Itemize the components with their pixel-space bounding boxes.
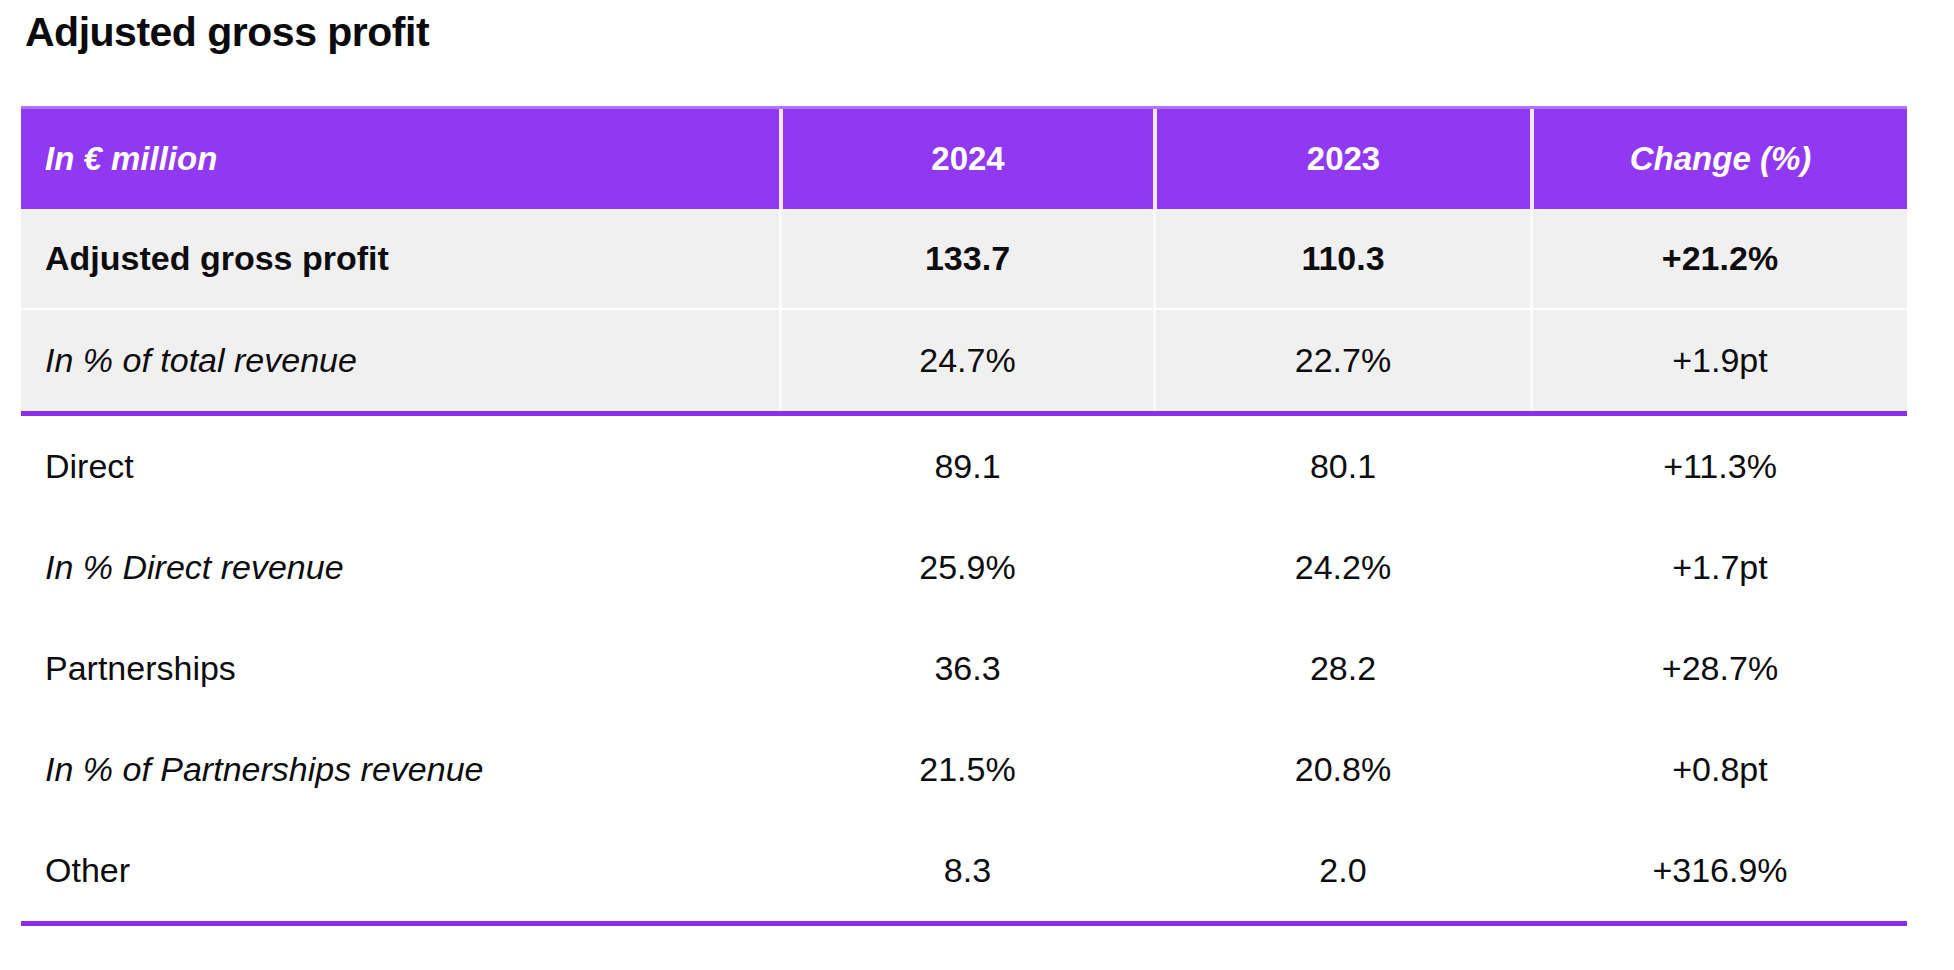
- page-title: Adjusted gross profit: [25, 8, 1954, 57]
- financial-table: In € million 2024 2023 Change (%) Adjust…: [21, 106, 1907, 926]
- row-label: Direct: [21, 416, 779, 517]
- cell-2024: 21.5%: [779, 719, 1153, 820]
- table-row: In % of total revenue 24.7% 22.7% +1.9pt: [21, 310, 1907, 411]
- table-row: Other 8.3 2.0 +316.9%: [21, 820, 1907, 921]
- table-row: Partnerships 36.3 28.2 +28.7%: [21, 618, 1907, 719]
- report-page: Adjusted gross profit In € million 2024 …: [0, 0, 1954, 926]
- column-header-unit: In € million: [21, 109, 779, 209]
- row-label: Other: [21, 820, 779, 921]
- table-row: In % of Partnerships revenue 21.5% 20.8%…: [21, 719, 1907, 820]
- cell-change: +316.9%: [1530, 820, 1907, 921]
- cell-2024: 25.9%: [779, 517, 1153, 618]
- cell-2024: 133.7: [779, 209, 1153, 308]
- cell-change: +1.9pt: [1530, 310, 1907, 411]
- table-row: Adjusted gross profit 133.7 110.3 +21.2%: [21, 209, 1907, 310]
- column-header-change: Change (%): [1530, 109, 1907, 209]
- cell-2023: 22.7%: [1153, 310, 1530, 411]
- row-label: In % Direct revenue: [21, 517, 779, 618]
- row-label: Partnerships: [21, 618, 779, 719]
- cell-change: +0.8pt: [1530, 719, 1907, 820]
- cell-2023: 80.1: [1153, 416, 1530, 517]
- cell-2023: 2.0: [1153, 820, 1530, 921]
- cell-change: +1.7pt: [1530, 517, 1907, 618]
- row-label: In % of Partnerships revenue: [21, 719, 779, 820]
- cell-change: +28.7%: [1530, 618, 1907, 719]
- table-header-row: In € million 2024 2023 Change (%): [21, 106, 1907, 209]
- cell-2024: 36.3: [779, 618, 1153, 719]
- row-label: Adjusted gross profit: [21, 209, 779, 308]
- column-header-2023: 2023: [1153, 109, 1530, 209]
- row-label: In % of total revenue: [21, 310, 779, 411]
- purple-bottom-rule: [21, 921, 1907, 926]
- cell-2024: 24.7%: [779, 310, 1153, 411]
- column-header-2024: 2024: [779, 109, 1153, 209]
- cell-2023: 20.8%: [1153, 719, 1530, 820]
- cell-change: +21.2%: [1530, 209, 1907, 308]
- cell-2023: 110.3: [1153, 209, 1530, 308]
- cell-2024: 8.3: [779, 820, 1153, 921]
- cell-2024: 89.1: [779, 416, 1153, 517]
- cell-2023: 24.2%: [1153, 517, 1530, 618]
- cell-2023: 28.2: [1153, 618, 1530, 719]
- table-row: In % Direct revenue 25.9% 24.2% +1.7pt: [21, 517, 1907, 618]
- cell-change: +11.3%: [1530, 416, 1907, 517]
- table-row: Direct 89.1 80.1 +11.3%: [21, 416, 1907, 517]
